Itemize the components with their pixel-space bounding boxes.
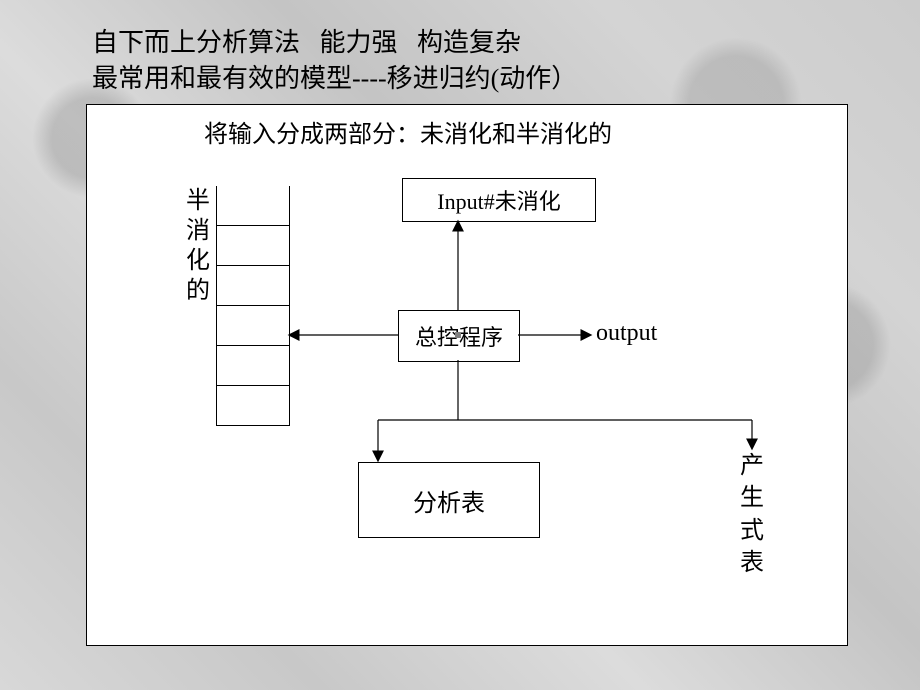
stack-cell — [217, 226, 289, 266]
stack-label: 半消化的 — [186, 186, 210, 306]
stack-cell — [217, 306, 289, 346]
stack-cell — [217, 186, 289, 226]
analysis-table-box: 分析表 — [358, 462, 540, 538]
heading-line-1: 自下而上分析算法 能力强 构造复杂 — [92, 22, 521, 59]
output-label: output — [596, 320, 657, 347]
input-box-text: Input#未消化 — [437, 184, 560, 216]
panel-caption: 将输入分成两部分：未消化和半消化的 — [204, 114, 612, 149]
production-table-text: 产生式表 — [740, 450, 764, 580]
input-box: Input#未消化 — [402, 178, 596, 222]
stack-cell — [217, 346, 289, 386]
stack-cell — [217, 386, 289, 426]
production-table-label: 产生式表 — [740, 450, 764, 580]
stack-label-text: 半消化的 — [186, 186, 210, 306]
controller-dot-icon — [455, 332, 461, 338]
stack-cell — [217, 266, 289, 306]
heading-line-2: 最常用和最有效的模型----移进归约(动作） — [92, 58, 577, 95]
stack — [216, 186, 290, 426]
analysis-table-text: 分析表 — [413, 483, 485, 518]
